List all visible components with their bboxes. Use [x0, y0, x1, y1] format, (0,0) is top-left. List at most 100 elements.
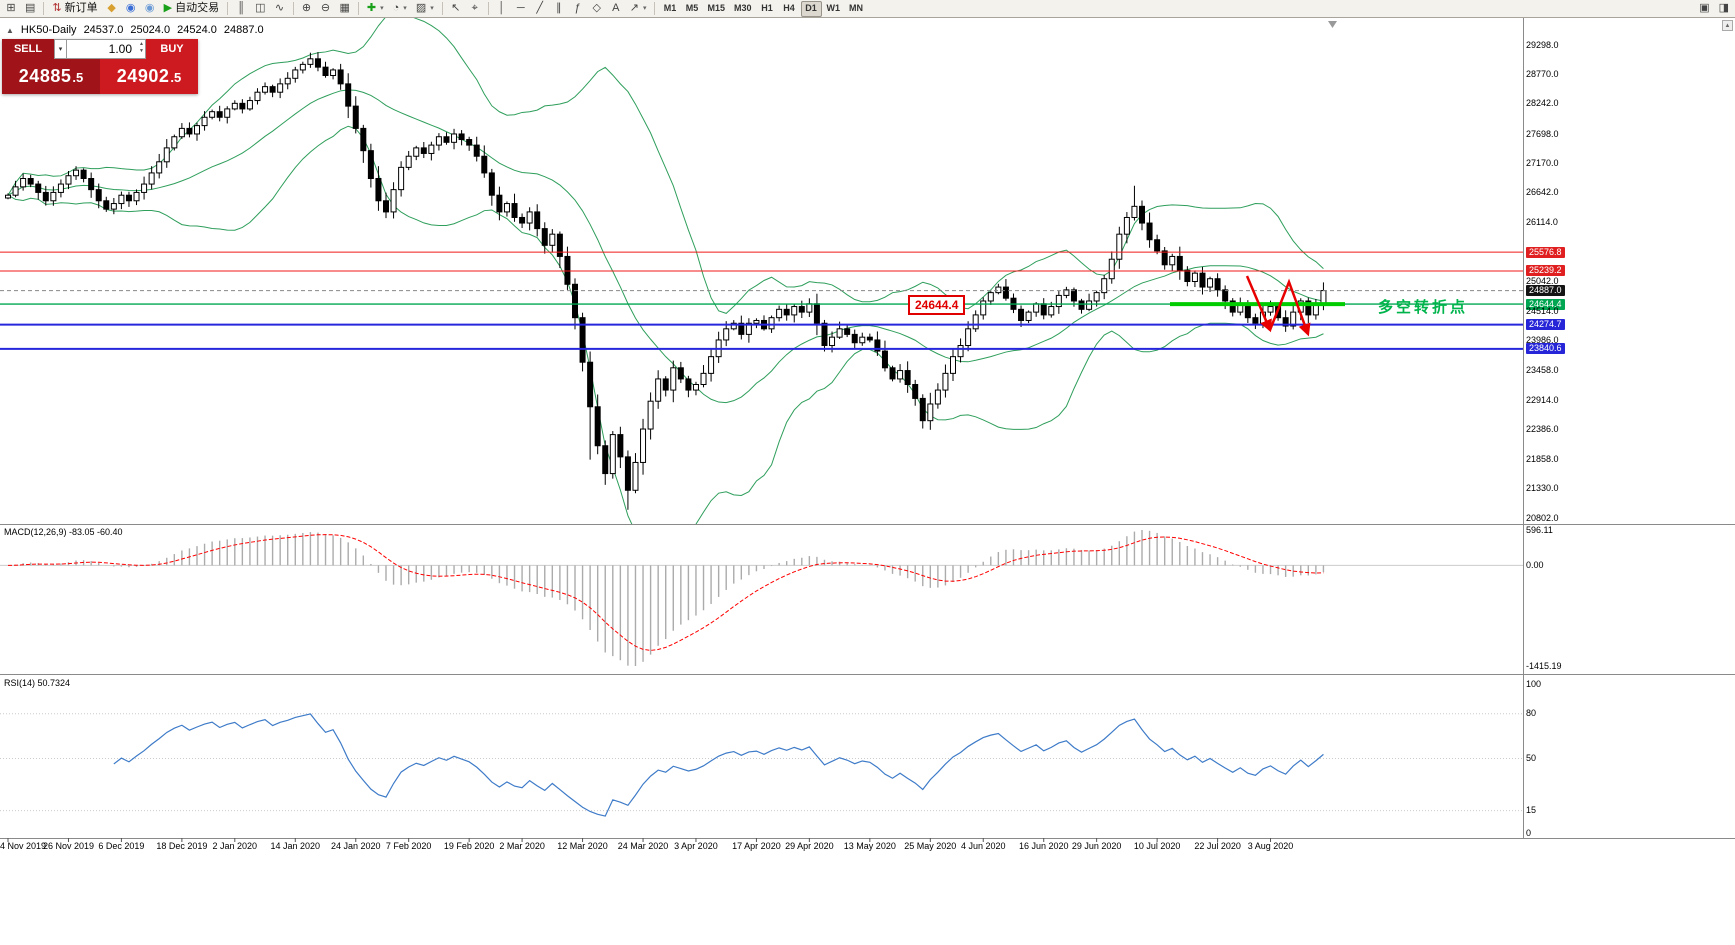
turning-point-note[interactable]: 多空转折点	[1378, 299, 1469, 316]
channel-button[interactable]: ∥	[550, 1, 568, 17]
bar-chart-button[interactable]: ║	[232, 1, 250, 17]
price-axis-label: 25239.2	[1526, 265, 1565, 277]
cursor-button[interactable]: ↖	[447, 1, 465, 17]
tf-m5-button[interactable]: M5	[681, 1, 702, 17]
tile-windows-button-icon: ▦	[339, 2, 350, 14]
crosshair-button[interactable]: ⌖	[466, 1, 484, 17]
spin-up-icon[interactable]: ▲	[139, 41, 144, 47]
line-chart-button[interactable]: ∿	[271, 1, 289, 17]
date-axis-label: 29 Apr 2020	[785, 841, 834, 851]
price-axis-label: 24644.4	[1526, 298, 1565, 310]
bollinger-middle-band	[7, 89, 1324, 404]
volume-input[interactable]: 1.00 ▲ ▼	[67, 39, 146, 59]
sell-price[interactable]: 24885 .5	[2, 59, 100, 94]
text-button[interactable]: A	[607, 1, 625, 17]
new-order-button[interactable]: ⇅ 新订单	[48, 1, 101, 17]
rsi-axis-label: 50	[1526, 753, 1537, 763]
periods-button-icon: ◔	[392, 2, 400, 14]
profiles-button-icon: ▤	[25, 2, 36, 14]
candles	[5, 52, 1327, 510]
market-watch-button[interactable]: ◉	[122, 1, 140, 17]
tf-h1-button-label: H1	[761, 3, 773, 13]
price-axis-label: 28770.0	[1526, 68, 1559, 79]
buy-price[interactable]: 24902 .5	[100, 59, 198, 94]
tf-d1-button[interactable]: D1	[800, 0, 822, 17]
toolbar: ⊞ ▤ ⇅ 新订单 ◆ ◉ ◉ ▶ 自动交易 ║ ◫ ∿ ⊕ ⊖ ▦ ✚ ▾ ◔ ▾ ▨ ▾ ↖ ⌖ │ ─ ╱ ∥ ƒ ◇ A ↗ ▾ M1 M…	[0, 0, 1735, 18]
date-axis-label: 10 Jul 2020	[1133, 841, 1181, 851]
one-click-collapse-icon[interactable]: ▲	[6, 25, 14, 35]
price-axis-label: 25042.0	[1526, 276, 1559, 287]
tf-m30-button[interactable]: M30	[730, 1, 756, 17]
price-chart-canvas[interactable]	[0, 18, 1735, 945]
tf-mn-button[interactable]: MN	[845, 1, 867, 17]
indicators-button[interactable]: ✚ ▾	[363, 1, 388, 17]
bollinger-lower-band	[7, 125, 1324, 524]
rsi-axis-label: 15	[1526, 805, 1537, 816]
date-axis-label: 22 Jul 2020	[1194, 841, 1241, 851]
shapes-button[interactable]: ◇	[588, 1, 606, 17]
scroll-up-button[interactable]: ▲	[1722, 20, 1733, 31]
buy-button[interactable]: BUY	[146, 39, 198, 59]
profiles-button[interactable]: ▤	[21, 1, 39, 17]
periods-button[interactable]: ◔ ▾	[389, 1, 411, 17]
bollinger-upper-band	[7, 18, 1324, 314]
tf-h1-button[interactable]: H1	[757, 1, 778, 17]
fibonacci-button[interactable]: ƒ	[569, 1, 587, 17]
help-button[interactable]: ◨	[1715, 1, 1733, 17]
tf-d1-button-label: D1	[805, 3, 817, 13]
arrows-button[interactable]: ↗ ▾	[626, 1, 651, 17]
tf-m15-button[interactable]: M15	[703, 1, 729, 17]
price-axis-label: 27698.0	[1526, 128, 1559, 139]
rsi-axis-label: 0	[1526, 827, 1532, 838]
data-window-button[interactable]: ◉	[141, 1, 159, 17]
price-axis-label: 21330.0	[1526, 483, 1559, 494]
tf-m1-button[interactable]: M1	[659, 1, 680, 17]
trendline-button[interactable]: ╱	[531, 1, 549, 17]
community-button[interactable]: ▣	[1695, 1, 1713, 17]
macd-histogram	[14, 530, 1325, 666]
spin-down-icon[interactable]: ▼	[139, 48, 144, 54]
price-axis-label: 24514.0	[1526, 305, 1559, 316]
crosshair-button-icon: ⌖	[471, 2, 478, 14]
tf-w1-button[interactable]: W1	[823, 1, 845, 17]
vertical-line-button[interactable]: │	[493, 1, 511, 17]
volume-dropdown[interactable]: ▾	[54, 39, 67, 59]
price-axis-label: 21858.0	[1526, 453, 1559, 464]
cursor-button-icon: ↖	[451, 2, 461, 14]
date-axis-label: 24 Mar 2020	[617, 841, 669, 851]
price-axis-label: 28242.0	[1526, 98, 1559, 109]
horizontal-line-button[interactable]: ─	[512, 1, 530, 17]
price-axis-label: 23986.0	[1526, 335, 1559, 346]
alerts-button[interactable]: ◆	[103, 1, 121, 17]
arrows-button-icon: ↗	[629, 2, 639, 14]
price-axis-label: 24887.0	[1526, 285, 1565, 297]
candlestick-button[interactable]: ◫	[251, 1, 269, 17]
main-panel	[0, 18, 1523, 524]
zoom-out-button[interactable]: ⊖	[317, 1, 335, 17]
date-axis-label: 29 Jun 2020	[1071, 841, 1122, 851]
date-axis-label: 2 Mar 2020	[499, 841, 545, 851]
date-axis-label: 3 Apr 2020	[674, 841, 718, 851]
ohlc-close: 24887.0	[223, 24, 264, 36]
toolbar-separator	[654, 2, 656, 15]
tile-windows-button[interactable]: ▦	[336, 1, 354, 17]
price-axis-label: 27170.0	[1526, 157, 1559, 168]
fibonacci-button-icon: ƒ	[574, 2, 581, 14]
auto-trading-button[interactable]: ▶ 自动交易	[160, 1, 223, 17]
date-axis-label: 4 Jun 2020	[960, 841, 1006, 851]
new-chart-button[interactable]: ⊞	[2, 1, 20, 17]
indicators-button-caret-icon: ▾	[380, 5, 384, 12]
template-button[interactable]: ▨ ▾	[412, 1, 438, 17]
tf-h4-button[interactable]: H4	[779, 1, 800, 17]
chart-window: ▲ HK50-Daily 24537.0 25024.0 24524.0 248…	[0, 18, 1735, 945]
toolbar-separator	[441, 2, 443, 15]
ohlc-high: 25024.0	[130, 24, 171, 36]
price-axis-label: 26114.0	[1526, 216, 1558, 227]
sell-button[interactable]: SELL	[2, 39, 54, 59]
zoom-in-button[interactable]: ⊕	[298, 1, 316, 17]
vertical-line-button-icon: │	[498, 2, 506, 14]
price-axis-label: 26642.0	[1526, 187, 1559, 198]
price-annotation-box[interactable]: 24644.4	[908, 295, 966, 315]
volume-spinner[interactable]: ▲ ▼	[139, 41, 144, 55]
date-axis-label: 18 Dec 2019	[156, 841, 208, 851]
